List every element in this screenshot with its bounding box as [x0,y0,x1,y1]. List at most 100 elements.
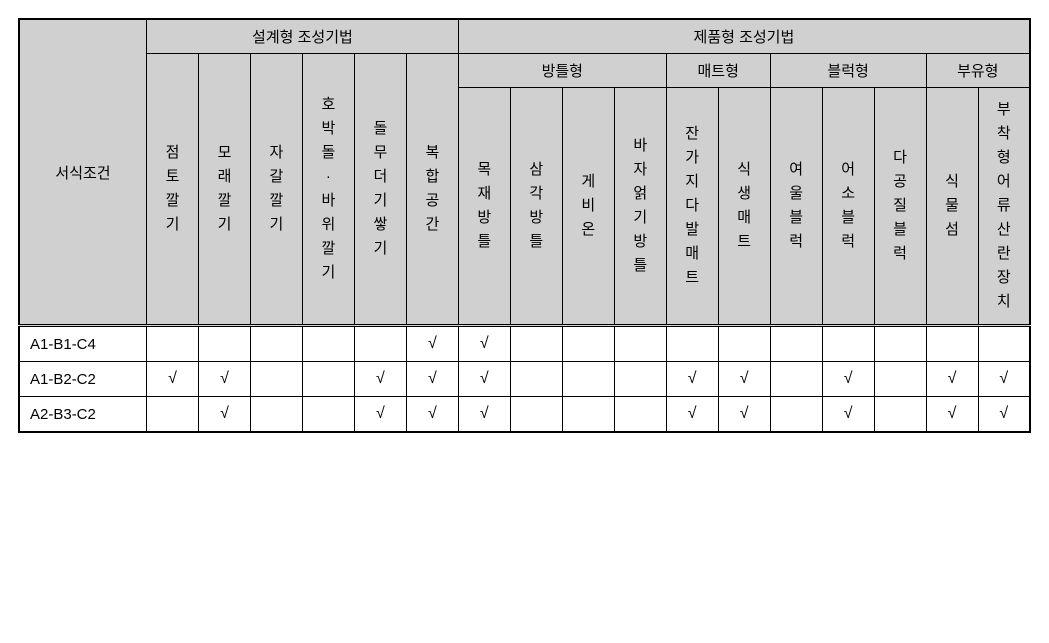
col-c14: 어소블럭 [822,88,874,326]
check-icon: √ [688,405,697,422]
col-c3: 자갈깔기 [250,54,302,326]
cell [198,326,250,362]
cell [770,326,822,362]
cell [822,326,874,362]
col-c12: 식생매트 [718,88,770,326]
check-icon: √ [999,370,1008,387]
col-c2: 모래깔기 [198,54,250,326]
cell [302,362,354,397]
check-icon: √ [999,405,1008,422]
check-icon: √ [948,370,957,387]
check-icon: √ [844,370,853,387]
row-label: A2-B3-C2 [19,397,147,433]
check-icon: √ [376,405,385,422]
cell [562,397,614,433]
cell: √ [718,362,770,397]
col-c1: 점토깔기 [147,54,199,326]
col-c8: 삼각방틀 [510,88,562,326]
cell [250,397,302,433]
cell: √ [978,397,1030,433]
check-icon: √ [740,370,749,387]
col-c16: 식물섬 [926,88,978,326]
cell [614,326,666,362]
cell [250,362,302,397]
cell [510,362,562,397]
cell: √ [822,397,874,433]
table-row: A2-B3-C2 √ √ √ √ √ √ √ √ √ [19,397,1030,433]
cell [978,326,1030,362]
col-c9: 게비온 [562,88,614,326]
cell: √ [978,362,1030,397]
cell: √ [354,397,406,433]
cell [147,397,199,433]
row-label: A1-B2-C2 [19,362,147,397]
check-icon: √ [428,405,437,422]
cell: √ [458,362,510,397]
col-c7: 목재방틀 [458,88,510,326]
cell [874,397,926,433]
check-icon: √ [428,335,437,352]
group-mat: 매트형 [666,54,770,88]
cell: √ [822,362,874,397]
cell [510,397,562,433]
cell: √ [718,397,770,433]
cell: √ [406,397,458,433]
cell [510,326,562,362]
cell [874,326,926,362]
check-icon: √ [220,405,229,422]
row-label: A1-B1-C4 [19,326,147,362]
cell [770,397,822,433]
check-icon: √ [480,405,489,422]
col-c15: 다공질블럭 [874,88,926,326]
group-product: 제품형 조성기법 [458,19,1030,54]
cell [147,326,199,362]
cell [874,362,926,397]
cell: √ [198,397,250,433]
check-icon: √ [688,370,697,387]
cell [666,326,718,362]
col-c6: 복합공간 [406,54,458,326]
group-design: 설계형 조성기법 [147,19,459,54]
cell: √ [406,362,458,397]
check-icon: √ [480,370,489,387]
col-c5: 돌무더기쌓기 [354,54,406,326]
cell: √ [458,397,510,433]
check-icon: √ [844,405,853,422]
cell [770,362,822,397]
cell: √ [147,362,199,397]
check-icon: √ [376,370,385,387]
col-c17: 부착형어류산란장치 [978,88,1030,326]
cell [614,397,666,433]
cell [926,326,978,362]
cell: √ [926,397,978,433]
col-c13: 여울블럭 [770,88,822,326]
cell [562,326,614,362]
cell: √ [666,362,718,397]
cell: √ [926,362,978,397]
cell [614,362,666,397]
row-label-header: 서식조건 [19,19,147,326]
cell [354,326,406,362]
cell [250,326,302,362]
cell: √ [406,326,458,362]
check-icon: √ [220,370,229,387]
group-bangteul: 방틀형 [458,54,666,88]
group-block: 블럭형 [770,54,926,88]
cell [718,326,770,362]
check-icon: √ [428,370,437,387]
cell [302,397,354,433]
technique-matrix-table: 서식조건 설계형 조성기법 제품형 조성기법 점토깔기 모래깔기 자갈깔기 호박… [18,18,1031,433]
col-c4: 호박돌·바위깔기 [302,54,354,326]
table-row: A1-B2-C2 √ √ √ √ √ √ √ √ √ √ [19,362,1030,397]
col-c11: 잔가지다발매트 [666,88,718,326]
check-icon: √ [168,370,177,387]
table-row: A1-B1-C4 √ √ [19,326,1030,362]
cell [562,362,614,397]
cell [302,326,354,362]
col-c10: 바자얽기방틀 [614,88,666,326]
cell: √ [198,362,250,397]
group-floating: 부유형 [926,54,1030,88]
cell: √ [458,326,510,362]
check-icon: √ [740,405,749,422]
cell: √ [354,362,406,397]
